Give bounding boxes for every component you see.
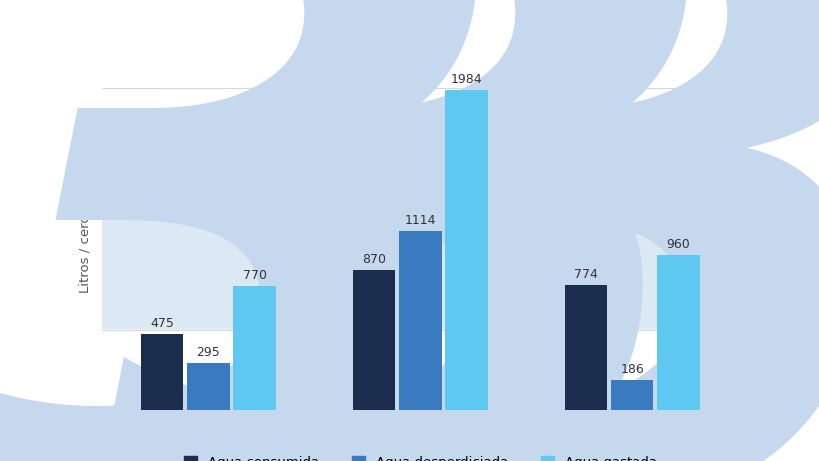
Bar <box>445 90 487 410</box>
Text: 475: 475 <box>150 317 174 330</box>
Polygon shape <box>0 168 819 330</box>
Text: 1984: 1984 <box>450 73 482 86</box>
Text: 3: 3 <box>0 0 530 461</box>
Legend: Agua consumida, Agua desperdiciada, Agua gastada: Agua consumida, Agua desperdiciada, Agua… <box>179 451 661 461</box>
Text: 1114: 1114 <box>404 213 436 226</box>
Bar <box>141 334 183 410</box>
Bar <box>233 286 275 410</box>
Text: 774: 774 <box>573 268 597 281</box>
Text: 960: 960 <box>666 238 690 251</box>
Text: 295: 295 <box>197 346 220 359</box>
Bar <box>610 380 653 410</box>
Bar <box>656 255 699 410</box>
Text: 186: 186 <box>619 363 643 376</box>
Y-axis label: Litros / cerda / día: Litros / cerda / día <box>79 172 91 293</box>
Bar <box>564 285 606 410</box>
Bar <box>187 363 229 410</box>
Text: 3: 3 <box>310 0 819 461</box>
Text: 870: 870 <box>362 253 386 266</box>
Polygon shape <box>0 168 819 330</box>
Polygon shape <box>0 168 819 330</box>
Text: 770: 770 <box>242 269 266 282</box>
Text: 3: 3 <box>98 0 741 461</box>
Bar <box>352 270 395 410</box>
Bar <box>399 230 441 410</box>
